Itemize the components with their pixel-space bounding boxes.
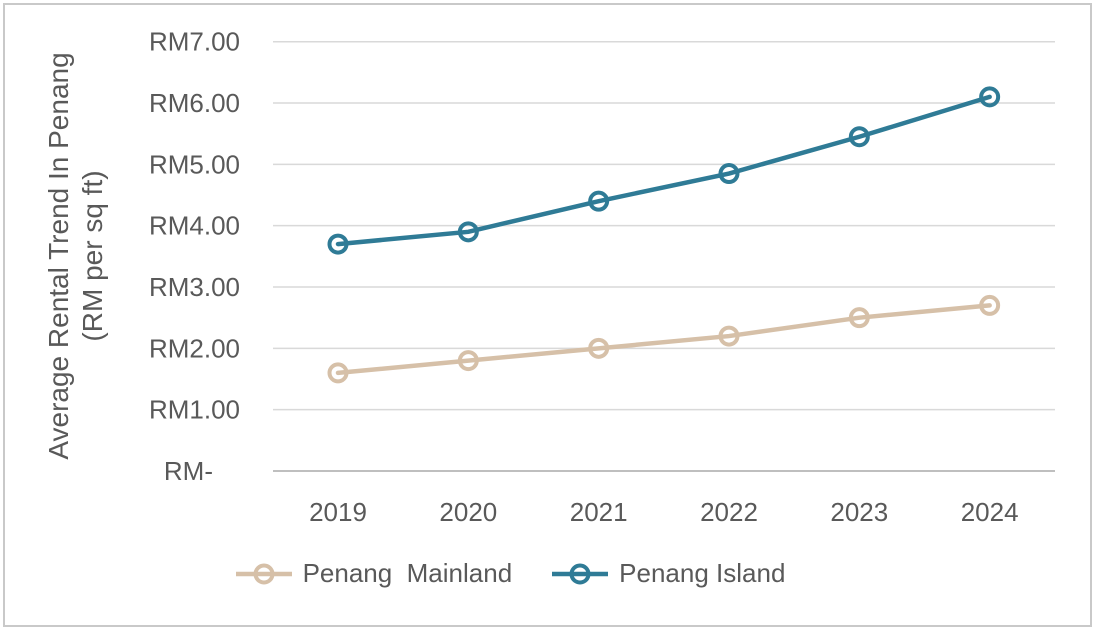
y-tick-label: RM- bbox=[164, 456, 213, 486]
x-tick-label: 2024 bbox=[961, 497, 1019, 527]
data-point-marker bbox=[718, 325, 740, 347]
y-tick-label: RM5.00 bbox=[149, 149, 240, 179]
y-tick-label: RM4.00 bbox=[149, 211, 240, 241]
y-tick-label: RM7.00 bbox=[149, 27, 240, 57]
x-tick-label: 2021 bbox=[570, 497, 628, 527]
y-axis-title-line1: Average Rental Trend In Penang bbox=[43, 52, 74, 460]
y-tick-label: RM2.00 bbox=[149, 333, 240, 363]
y-tick-label: RM3.00 bbox=[149, 272, 240, 302]
data-point-marker bbox=[718, 163, 740, 185]
data-point-marker bbox=[848, 307, 870, 329]
x-tick-label: 2022 bbox=[700, 497, 758, 527]
data-point-marker bbox=[327, 233, 349, 255]
data-point-marker bbox=[588, 337, 610, 359]
y-tick-label: RM1.00 bbox=[149, 395, 240, 425]
legend-label: Penang Island bbox=[619, 558, 786, 588]
series-line-penang-island bbox=[335, 94, 992, 247]
x-tick-label: 2020 bbox=[439, 497, 497, 527]
x-tick-label: 2019 bbox=[309, 497, 367, 527]
data-point-marker bbox=[457, 350, 479, 372]
series-line-penang-mainland bbox=[335, 303, 992, 376]
data-point-marker bbox=[457, 221, 479, 243]
y-axis-title-line2: (RM per sq ft) bbox=[77, 170, 108, 342]
legend-item-penang-island: Penang Island bbox=[550, 558, 785, 589]
data-point-marker bbox=[979, 294, 1001, 316]
data-point-marker bbox=[327, 362, 349, 384]
legend-marker-icon bbox=[235, 563, 292, 584]
data-point-marker bbox=[979, 86, 1001, 108]
data-point-marker bbox=[588, 190, 610, 212]
y-tick-label: RM6.00 bbox=[149, 88, 240, 118]
chart-legend: Penang Mainland Penang Island bbox=[0, 558, 1059, 589]
data-point-marker bbox=[848, 126, 870, 148]
legend-marker-icon bbox=[552, 563, 609, 584]
y-axis-title: Average Rental Trend In Penang (RM per s… bbox=[42, 52, 110, 459]
x-tick-label: 2023 bbox=[830, 497, 888, 527]
legend-item-penang-mainland: Penang Mainland bbox=[234, 558, 513, 589]
legend-label: Penang Mainland bbox=[302, 558, 513, 588]
